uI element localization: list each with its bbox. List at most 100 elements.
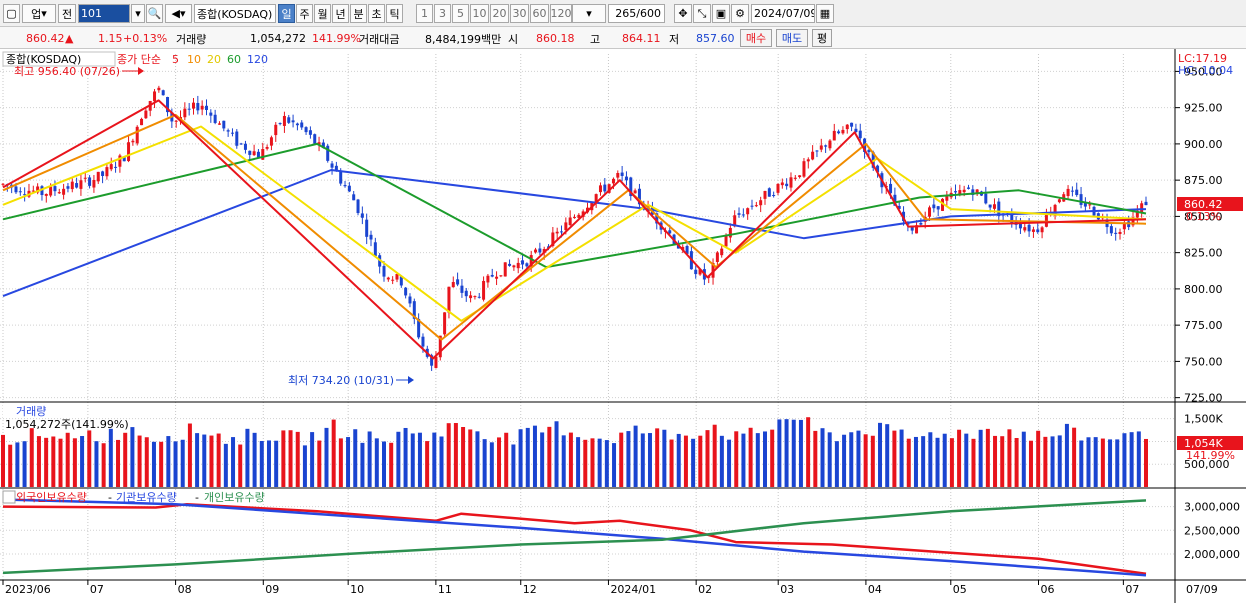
candle-body — [573, 217, 576, 219]
search-icon[interactable]: 🔍 — [146, 4, 163, 23]
prev-button[interactable]: 전 — [58, 4, 76, 23]
interval-button[interactable]: 1 — [416, 4, 433, 23]
legend-name-box — [2, 51, 116, 67]
volume-bar — [899, 429, 904, 487]
candle-body — [876, 165, 880, 173]
candle-body — [105, 167, 109, 177]
candle-body — [845, 124, 849, 130]
volume-bar — [29, 428, 34, 487]
candle-body — [928, 207, 932, 217]
interval-button[interactable]: 3 — [434, 4, 451, 23]
holder-tick-label: 2,500,000 — [1184, 524, 1240, 537]
period-button[interactable]: 월 — [314, 4, 331, 23]
candle-body — [620, 172, 624, 176]
volume-bar — [1, 434, 5, 487]
candle-body — [555, 231, 559, 234]
candle-body — [213, 114, 217, 123]
volume-bar — [266, 440, 271, 487]
crosshair-icon[interactable]: ✥ — [674, 4, 692, 23]
eval-button[interactable]: 평 — [812, 29, 832, 47]
volume-bar — [698, 435, 703, 487]
volume-bar — [187, 423, 192, 487]
interval-button[interactable]: 120 — [550, 4, 572, 23]
candle-body — [70, 181, 74, 190]
candle-body — [101, 171, 105, 176]
date-input[interactable]: 2024/07/09 — [751, 4, 815, 23]
candle-body — [1140, 203, 1144, 214]
volume-bar — [252, 432, 257, 487]
candle-body — [637, 188, 641, 205]
candle-body — [1066, 188, 1070, 197]
volume-bar — [123, 432, 128, 487]
candle-body — [330, 163, 334, 168]
volume-bar — [101, 443, 106, 487]
candle-body — [421, 336, 425, 347]
candle-body — [521, 260, 525, 265]
x-tick-label: 09 — [265, 583, 279, 596]
sell-button[interactable]: 매도 — [776, 29, 808, 47]
price-pane — [1, 85, 1148, 371]
market-select[interactable]: 업 ▾ — [22, 4, 56, 23]
volume-bar — [590, 438, 595, 487]
period-button[interactable]: 일 — [278, 4, 295, 23]
code-dropdown-icon[interactable]: ▾ — [131, 4, 145, 23]
y-tick-label: 775.00 — [1184, 319, 1223, 332]
volume-bar — [173, 441, 178, 487]
count-input[interactable]: 265/600 — [608, 4, 665, 23]
dropdown-arrow-icon: ▾ — [41, 7, 47, 20]
interval-button[interactable]: 60 — [530, 4, 549, 23]
volume-bar — [1064, 423, 1069, 487]
interval-button[interactable]: 10 — [470, 4, 489, 23]
candle-body — [96, 171, 100, 182]
legend-ma20: 20 — [207, 53, 221, 66]
candle-body — [183, 108, 187, 118]
calendar-icon[interactable]: ▦ — [816, 4, 834, 23]
gear-icon[interactable]: ⚙ — [731, 4, 749, 23]
volume-bar — [568, 432, 573, 487]
candle-body — [1023, 227, 1027, 231]
candle-body — [538, 248, 542, 253]
period-button[interactable]: 초 — [368, 4, 385, 23]
interval-button[interactable]: 20 — [490, 4, 509, 23]
legend-ma120: 120 — [247, 53, 268, 66]
candle-body — [235, 131, 239, 146]
code-input[interactable]: 101 — [78, 4, 130, 23]
candle-body — [819, 145, 823, 150]
save-icon[interactable]: ▣ — [712, 4, 730, 23]
candle-body — [954, 191, 957, 193]
volume-bar — [317, 440, 322, 487]
candle-body — [1, 183, 5, 185]
sound-icon[interactable]: ◀▾ — [165, 4, 192, 23]
interval-button[interactable]: 5 — [452, 4, 469, 23]
max-arrowhead-icon — [138, 67, 144, 75]
interval-input[interactable]: ▾ — [572, 4, 606, 23]
candle-body — [278, 123, 282, 125]
candle-body — [988, 204, 992, 208]
toolbar: ▢ 업 ▾ 전 101 ▾ 🔍 ◀▾ 종합(KOSDAQ) ▾ 265/600 ✥… — [0, 0, 1246, 27]
market-label: 업 — [31, 7, 42, 21]
volume-bar — [576, 437, 581, 487]
period-button[interactable]: 년 — [332, 4, 349, 23]
y-tick-label: 925.00 — [1184, 102, 1223, 115]
volume-bar — [468, 429, 473, 487]
volume-bar — [655, 428, 660, 487]
volume-bar — [813, 430, 818, 487]
period-button[interactable]: 주 — [296, 4, 313, 23]
y-tick-label: 900.00 — [1184, 138, 1223, 151]
period-button[interactable]: 분 — [350, 4, 367, 23]
volume-bar — [223, 443, 228, 487]
chart-type-icon[interactable]: ▢ — [3, 4, 20, 23]
volume-bar — [856, 430, 861, 487]
draw-tools-icon[interactable]: ⤡ — [693, 4, 711, 23]
volume-bar — [195, 433, 200, 487]
holder-checkbox[interactable] — [2, 490, 16, 504]
interval-button[interactable]: 30 — [510, 4, 529, 23]
candle-body — [469, 295, 473, 299]
candle-body — [503, 262, 507, 277]
candle-body — [741, 214, 745, 216]
period-button[interactable]: 틱 — [386, 4, 403, 23]
candle-body — [992, 204, 996, 209]
candle-body — [785, 183, 789, 187]
buy-button[interactable]: 매수 — [740, 29, 772, 47]
